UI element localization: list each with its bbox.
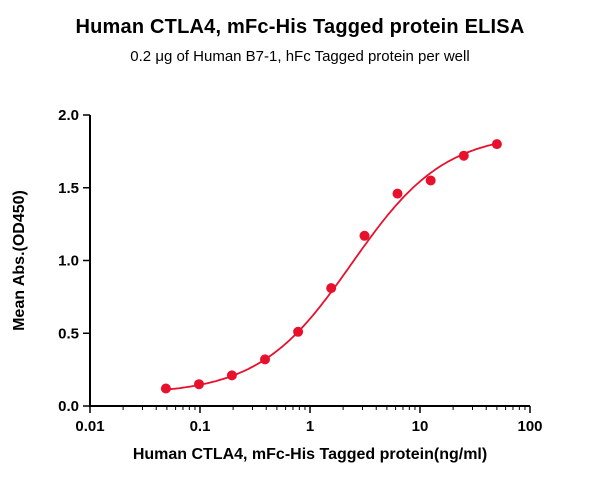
- data-point: [392, 188, 403, 199]
- data-point: [359, 230, 370, 241]
- y-axis-label: Mean Abs.(OD450): [11, 190, 28, 331]
- y-tick-label: 1.0: [58, 253, 79, 270]
- data-point: [260, 354, 270, 365]
- data-point: [194, 379, 204, 390]
- y-tick-label: 0.0: [58, 398, 79, 415]
- data-point: [491, 139, 502, 150]
- x-axis-label: Human CTLA4, mFc-His Tagged protein(ng/m…: [133, 446, 487, 463]
- data-point: [160, 383, 171, 394]
- y-tick-label: 1.5: [58, 180, 79, 197]
- chart-header: Human CTLA4, mFc-His Tagged protein ELIS…: [0, 16, 600, 65]
- data-point: [293, 326, 304, 337]
- data-point: [226, 370, 237, 381]
- data-point: [458, 150, 469, 161]
- x-tick-label: 0.1: [190, 418, 211, 435]
- data-point: [425, 175, 436, 186]
- chart-title: Human CTLA4, mFc-His Tagged protein ELIS…: [75, 16, 525, 38]
- x-tick-label: 1: [306, 418, 314, 435]
- x-tick-label: 10: [412, 418, 429, 435]
- x-tick-label: 0.01: [75, 418, 104, 435]
- y-tick-label: 0.5: [58, 325, 79, 342]
- x-tick-label: 100: [517, 418, 542, 435]
- chart-subtitle: 0.2 μg of Human B7-1, hFc Tagged protein…: [130, 48, 470, 65]
- y-tick-label: 2.0: [58, 107, 79, 124]
- plot-area: 0.01 0.1 1 10 100 0.0 0.5 1.0 1.5 2.0 Human CTLA4,…: [11, 107, 543, 463]
- fit-curve: [165, 142, 498, 391]
- data-point: [326, 283, 337, 294]
